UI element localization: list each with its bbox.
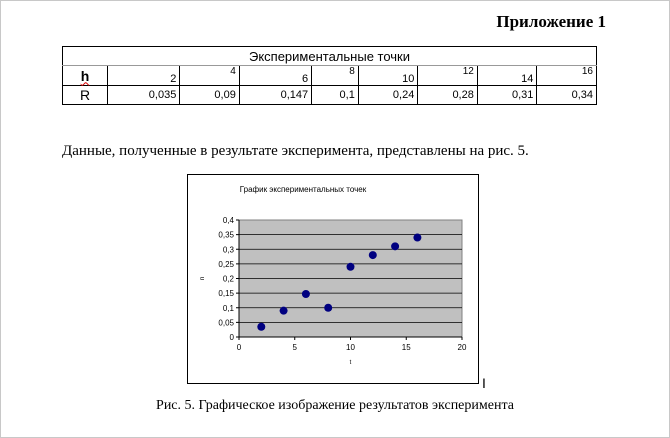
y-tick-label: 0,15 (218, 289, 234, 298)
h-cell: 16 (536, 65, 597, 86)
table-title: Экспериментальные точки (62, 46, 597, 66)
y-tick-label: 0,35 (218, 231, 234, 240)
r-cell: 0,28 (417, 85, 478, 105)
y-tick-label: 0,4 (223, 216, 235, 225)
h-cell: 14 (476, 65, 538, 86)
x-tick-label: 5 (293, 343, 298, 352)
data-point (413, 233, 422, 242)
h-cell: 10 (357, 65, 419, 86)
h-cell: 12 (417, 65, 478, 86)
text-cursor-icon: I (482, 375, 486, 391)
row-label-r: R (62, 85, 108, 105)
data-point (346, 262, 355, 271)
h-cell: 6 (238, 65, 313, 86)
chart-title: График экспериментальных точек (240, 185, 367, 194)
data-point (279, 306, 288, 315)
y-axis-label: п (200, 277, 206, 280)
x-tick-label: 10 (346, 343, 355, 352)
chart-container[interactable]: График экспериментальных точек 0 0,05 0,1 0… (187, 174, 479, 384)
x-tick-label: 0 (237, 343, 242, 352)
h-cell: 2 (106, 65, 181, 86)
figure-caption: Рис. 5. Графическое изображение результа… (156, 398, 514, 413)
table-row-h: h 2 4 6 8 10 12 14 16 (62, 65, 597, 86)
y-tick-label: 0,05 (218, 318, 234, 327)
y-tick-label: 0 (230, 333, 235, 342)
h-cell: 8 (311, 65, 359, 86)
data-point (301, 290, 310, 299)
body-paragraph: Данные, полученные в результате эксперим… (62, 143, 529, 159)
r-cell: 0,34 (536, 85, 597, 105)
y-tick-label: 0,2 (223, 275, 235, 284)
x-axis-label: t (350, 360, 352, 366)
x-tick-label: 20 (458, 343, 467, 352)
r-cell: 0,31 (476, 85, 538, 105)
r-cell: 0,035 (106, 85, 181, 105)
r-cell: 0,09 (179, 85, 240, 105)
data-point (257, 322, 266, 331)
y-tick-label: 0,3 (223, 245, 235, 254)
data-point (391, 242, 400, 251)
row-label-h: h (62, 65, 108, 86)
r-cell: 0,147 (238, 85, 313, 105)
y-tick-label: 0,25 (218, 260, 234, 269)
scatter-chart: График экспериментальных точек 0 0,05 0,1 0… (200, 185, 467, 366)
data-point (324, 303, 333, 312)
appendix-heading: Приложение 1 (496, 12, 606, 31)
x-tick-label: 15 (402, 343, 411, 352)
data-point (368, 251, 377, 260)
experimental-points-table: Экспериментальные точки h 2 4 6 8 10 12 … (62, 46, 597, 105)
r-cell: 0,24 (357, 85, 419, 105)
table-row-r: R 0,035 0,09 0,147 0,1 0,24 0,28 0,31 0,… (62, 85, 597, 105)
y-tick-label: 0,1 (223, 304, 235, 313)
h-cell: 4 (179, 65, 240, 86)
r-cell: 0,1 (311, 85, 359, 105)
